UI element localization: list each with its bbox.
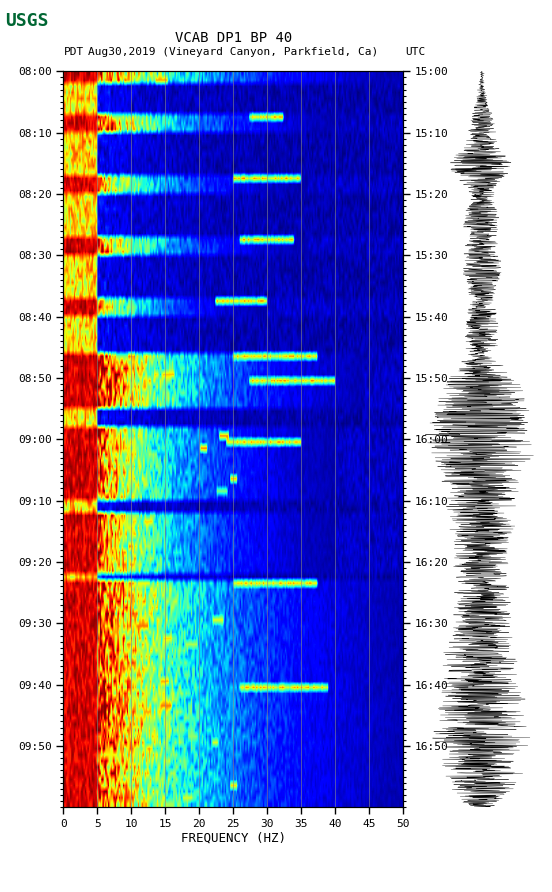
Text: Aug30,2019 (Vineyard Canyon, Parkfield, Ca): Aug30,2019 (Vineyard Canyon, Parkfield, … bbox=[88, 46, 378, 57]
Text: VCAB DP1 BP 40: VCAB DP1 BP 40 bbox=[174, 31, 292, 45]
Text: UTC: UTC bbox=[406, 46, 426, 57]
Text: PDT: PDT bbox=[63, 46, 84, 57]
X-axis label: FREQUENCY (HZ): FREQUENCY (HZ) bbox=[181, 832, 286, 845]
Text: USGS: USGS bbox=[6, 12, 49, 29]
